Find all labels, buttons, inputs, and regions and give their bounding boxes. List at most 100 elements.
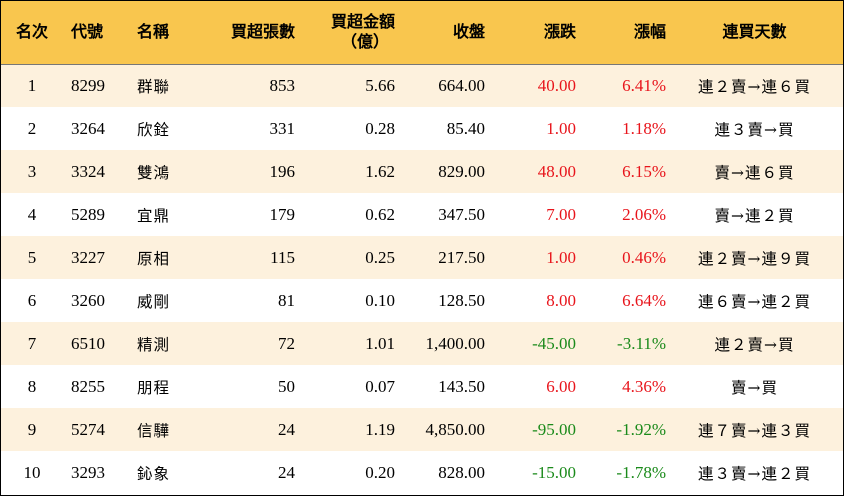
table-row: 3 3324 雙鴻 196 1.62 829.00 48.00 6.15% 賣→連６買 xyxy=(1,150,843,193)
close-price-cell: 664.00 xyxy=(438,75,485,95)
streak-cell: 連２賣→連９買 xyxy=(698,249,811,268)
net-buy-amount-cell: 0.07 xyxy=(365,376,395,396)
name-cell: 欣銓 xyxy=(137,120,171,139)
change-pct-cell: 2.06% xyxy=(622,204,666,224)
table-header-row: 名次 代號 名稱 買超張數 買超金額 （億） 收盤 漲跌 漲幅 連買天數 xyxy=(1,1,843,65)
change-cell: -15.00 xyxy=(532,462,576,482)
header-rank: 名次 xyxy=(1,1,63,65)
change-pct-cell: -1.78% xyxy=(616,462,666,482)
rank-cell: 3 xyxy=(27,161,37,181)
table-row: 1 8299 群聯 853 5.66 664.00 40.00 6.41% 連２賣→連６買 xyxy=(1,64,843,107)
change-cell: 6.00 xyxy=(546,376,576,396)
close-price-cell: 828.00 xyxy=(438,462,485,482)
net-buy-amount-cell: 5.66 xyxy=(365,75,395,95)
net-buy-amount-cell: 0.28 xyxy=(365,118,395,138)
header-net-buy-amount: 買超金額 （億） xyxy=(295,1,395,65)
net-buy-lots-cell: 24 xyxy=(278,419,295,439)
net-buy-lots-cell: 81 xyxy=(278,290,295,310)
streak-cell: 賣→買 xyxy=(731,378,778,397)
change-pct-cell: -3.11% xyxy=(617,333,666,353)
name-cell: 威剛 xyxy=(137,292,171,311)
header-name: 名稱 xyxy=(135,1,201,65)
rank-cell: 8 xyxy=(27,376,37,396)
net-buy-amount-cell: 0.20 xyxy=(365,462,395,482)
streak-cell: 連６賣→連２買 xyxy=(698,292,811,311)
close-price-cell: 217.50 xyxy=(438,247,485,267)
close-price-cell: 4,850.00 xyxy=(425,419,486,439)
table-row: 8 8255 朋程 50 0.07 143.50 6.00 4.36% 賣→買 xyxy=(1,365,843,408)
change-pct-cell: -1.92% xyxy=(616,419,666,439)
close-price-cell: 143.50 xyxy=(438,376,485,396)
net-buy-amount-cell: 1.01 xyxy=(365,333,395,353)
net-buy-amount-cell: 0.62 xyxy=(365,204,395,224)
net-buy-lots-cell: 50 xyxy=(278,376,295,396)
name-cell: 信驊 xyxy=(137,421,171,440)
change-cell: 7.00 xyxy=(546,204,576,224)
streak-cell: 連２賣→連６買 xyxy=(698,77,811,96)
net-buy-amount-cell: 0.25 xyxy=(365,247,395,267)
change-pct-cell: 4.36% xyxy=(622,376,666,396)
table-row: 4 5289 宜鼎 179 0.62 347.50 7.00 2.06% 賣→連２買 xyxy=(1,193,843,236)
code-cell: 3264 xyxy=(71,118,105,138)
table-row: 10 3293 鈊象 24 0.20 828.00 -15.00 -1.78% 連３賣→連２買 xyxy=(1,451,843,494)
header-streak: 連買天數 xyxy=(666,1,843,65)
code-cell: 8299 xyxy=(71,75,105,95)
code-cell: 5274 xyxy=(71,419,105,439)
change-cell: 48.00 xyxy=(537,161,576,181)
change-pct-cell: 6.64% xyxy=(622,290,666,310)
rank-cell: 5 xyxy=(27,247,37,267)
streak-cell: 賣→連２買 xyxy=(714,206,795,225)
name-cell: 精測 xyxy=(137,335,171,354)
close-price-cell: 1,400.00 xyxy=(425,333,486,353)
streak-cell: 連７賣→連３買 xyxy=(698,421,811,440)
change-cell: 1.00 xyxy=(546,247,576,267)
change-cell: 40.00 xyxy=(537,75,576,95)
close-price-cell: 829.00 xyxy=(438,161,485,181)
code-cell: 5289 xyxy=(71,204,105,224)
code-cell: 6510 xyxy=(71,333,105,353)
name-cell: 鈊象 xyxy=(137,464,171,483)
header-change: 漲跌 xyxy=(485,1,576,65)
table-row: 5 3227 原相 115 0.25 217.50 1.00 0.46% 連２賣→連９買 xyxy=(1,236,843,279)
header-net-buy-amount-line2: （億） xyxy=(340,32,389,52)
change-cell: -95.00 xyxy=(532,419,576,439)
net-buy-lots-cell: 196 xyxy=(269,161,296,181)
change-pct-cell: 0.46% xyxy=(622,247,666,267)
streak-cell: 連３賣→買 xyxy=(714,120,795,139)
change-cell: 8.00 xyxy=(546,290,576,310)
net-buy-lots-cell: 24 xyxy=(278,462,295,482)
name-cell: 朋程 xyxy=(137,378,171,397)
streak-cell: 連２賣→買 xyxy=(714,335,795,354)
net-buy-amount-cell: 1.19 xyxy=(365,419,395,439)
code-cell: 8255 xyxy=(71,376,105,396)
header-net-buy-lots: 買超張數 xyxy=(201,1,295,65)
net-buy-lots-cell: 72 xyxy=(278,333,295,353)
net-buy-lots-cell: 115 xyxy=(270,247,295,267)
rank-cell: 1 xyxy=(27,75,37,95)
name-cell: 原相 xyxy=(137,249,171,268)
rank-cell: 4 xyxy=(27,204,37,224)
net-buy-amount-cell: 0.10 xyxy=(365,290,395,310)
table-row: 9 5274 信驊 24 1.19 4,850.00 -95.00 -1.92% 連７賣→連３買 xyxy=(1,408,843,451)
table-row: 2 3264 欣銓 331 0.28 85.40 1.00 1.18% 連３賣→買 xyxy=(1,107,843,150)
close-price-cell: 85.40 xyxy=(446,118,485,138)
rank-cell: 9 xyxy=(27,419,37,439)
change-cell: -45.00 xyxy=(532,333,576,353)
code-cell: 3260 xyxy=(71,290,105,310)
streak-cell: 連３賣→連２買 xyxy=(698,464,811,483)
rank-cell: 2 xyxy=(27,118,37,138)
change-pct-cell: 6.41% xyxy=(622,75,666,95)
change-pct-cell: 1.18% xyxy=(622,118,666,138)
rank-cell: 6 xyxy=(27,290,37,310)
code-cell: 3293 xyxy=(71,462,105,482)
rank-cell: 7 xyxy=(27,333,37,353)
net-buy-lots-cell: 179 xyxy=(269,204,296,224)
name-cell: 宜鼎 xyxy=(137,206,171,225)
table-body: 1 8299 群聯 853 5.66 664.00 40.00 6.41% 連２賣→連６買 2 32… xyxy=(1,64,843,494)
net-buy-lots-cell: 331 xyxy=(269,118,296,138)
header-change-pct: 漲幅 xyxy=(576,1,666,65)
table-row: 6 3260 威剛 81 0.10 128.50 8.00 6.64% 連６賣→連２買 xyxy=(1,279,843,322)
rank-cell: 10 xyxy=(23,462,41,482)
